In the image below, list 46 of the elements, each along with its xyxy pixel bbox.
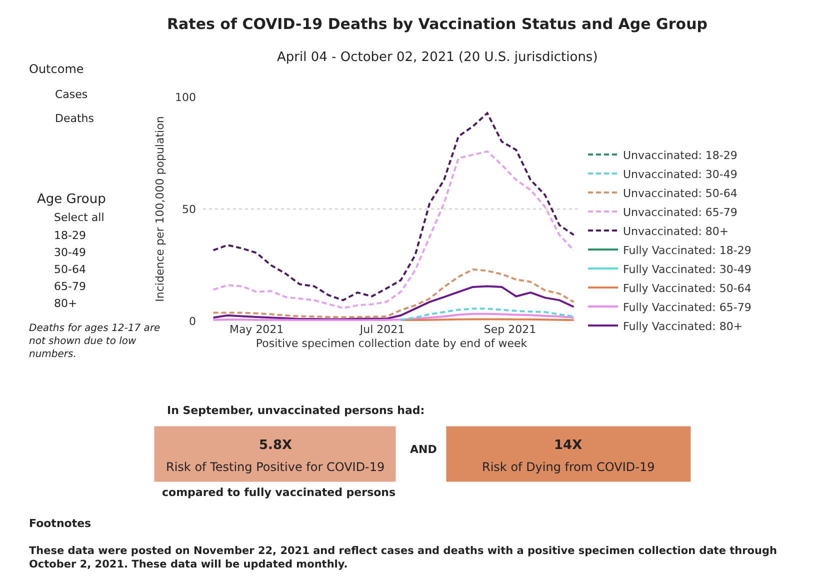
line-series: [212, 268, 575, 318]
legend-label: Unvaccinated: 18-29: [623, 148, 738, 162]
text: These data were posted on November 22, 2021 and reflect cases and deaths with a positive specimen collection date through October 2, 2021. These data will be updated monthly.: [29, 545, 777, 571]
legend-label: Unvaccinated: 80+: [623, 224, 729, 238]
line-series: [212, 285, 575, 320]
y-tick-label: 100: [175, 90, 196, 104]
legend-label: Unvaccinated: 30-49: [623, 168, 738, 181]
text: Age Group: [37, 192, 106, 207]
text: 5.8X: [259, 438, 292, 453]
text: Footnotes: [29, 517, 92, 530]
legend-label: Fully Vaccinated: 50-64: [623, 282, 752, 295]
legend-label: Fully Vaccinated: 80+: [623, 320, 743, 333]
legend-label: Fully Vaccinated: 18-29: [623, 244, 752, 257]
line-series: [212, 312, 575, 321]
text: Deaths: [55, 112, 94, 125]
y-tick-label: 50: [182, 202, 196, 216]
line-series: [400, 308, 575, 321]
chart-title: Rates of COVID-19 Deaths by Vaccination Status and Age Group: [167, 15, 708, 33]
text: 65-79: [54, 280, 86, 293]
legend-label: Unvaccinated: 50-64: [623, 186, 738, 200]
text: Risk of Testing Positive for COVID-19: [166, 460, 385, 474]
chart-subtitle: April 04 - October 02, 2021 (20 U.S. jurisdictions): [277, 50, 598, 65]
line-series: [212, 150, 575, 310]
x-axis-title: Positive specimen collection date by end of week: [256, 337, 528, 350]
text: Cases: [55, 88, 88, 101]
text: In September, unvaccinated persons had:: [167, 404, 425, 417]
legend-label: Unvaccinated: 65-79: [623, 206, 738, 219]
text: 18-29: [54, 229, 86, 242]
text: 30-49: [54, 246, 86, 259]
text: Outcome: [29, 62, 84, 76]
x-tick-label: May 2021: [229, 323, 284, 336]
x-tick-label: Jul 2021: [358, 323, 405, 336]
x-tick-label: Sep 2021: [484, 323, 536, 336]
text: 14X: [554, 438, 582, 453]
text: compared to fully vaccinated persons: [162, 486, 396, 499]
text: Select all: [54, 211, 104, 224]
text: 50-64: [54, 263, 86, 276]
line-series: [212, 112, 575, 302]
y-axis-title: Incidence per 100,000 population: [154, 116, 167, 302]
legend-label: Fully Vaccinated: 30-49: [623, 262, 752, 276]
legend-label: Fully Vaccinated: 65-79: [623, 300, 752, 314]
text: Deaths for ages 12-17 are not shown due to low numbers.: [29, 323, 160, 360]
text: 80+: [54, 297, 78, 310]
text: Risk of Dying from COVID-19: [482, 460, 655, 474]
text: AND: [410, 443, 437, 456]
y-tick-label: 0: [189, 314, 196, 328]
